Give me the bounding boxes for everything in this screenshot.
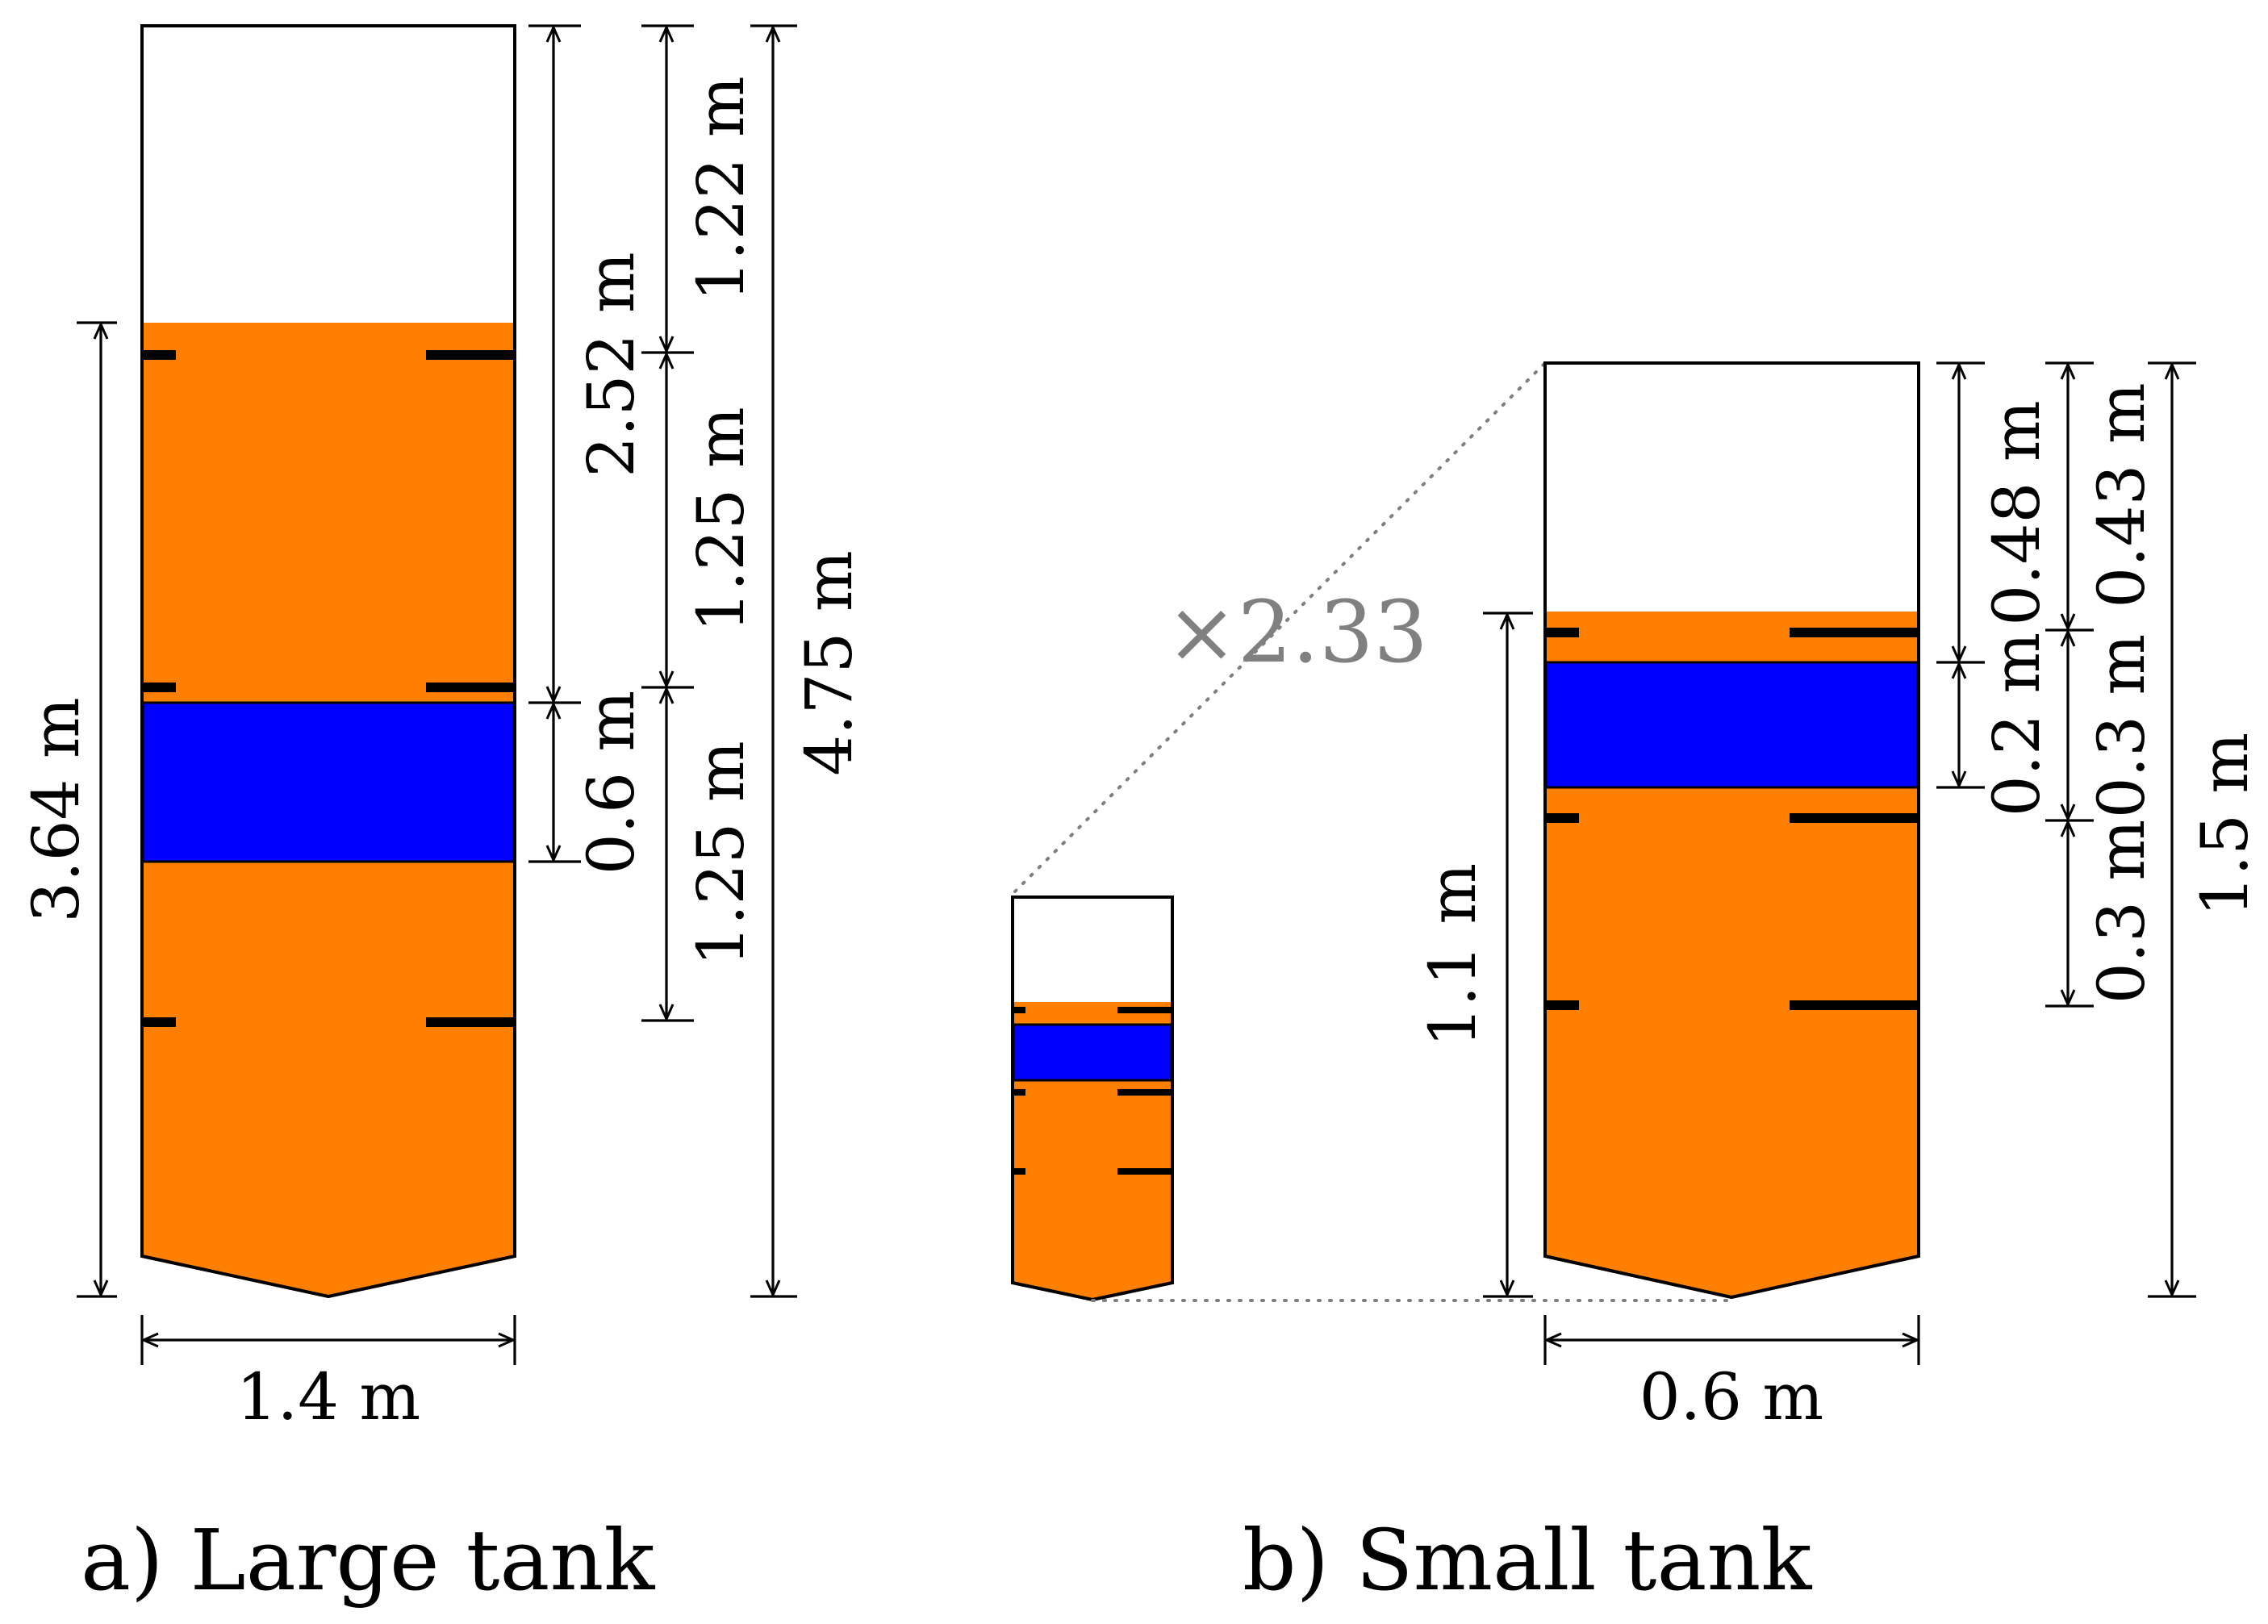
large-dim-layer-thickness: 0.6 m: [528, 691, 649, 875]
sensor-mark: [1545, 1000, 1579, 1010]
small-dim-sensor-spacing: 0.43 m 0.3 m 0.3 m: [2045, 361, 2159, 1008]
magnification-guides: ×2.33: [1013, 361, 1728, 1302]
large-upper-gap-label: 1.25 m: [683, 407, 758, 632]
small-dim-layer: 0.48 m 0.2 m: [1936, 361, 2054, 817]
large-dim-sensor-spacing: 1.22 m 1.25 m 1.25 m: [641, 24, 758, 1022]
small-fill-height-label: 1.1 m: [1415, 863, 1490, 1048]
sensor-mark: [1013, 1007, 1025, 1013]
large-headspace-label: 1.22 m: [683, 76, 758, 301]
small-dim-width: 0.6 m: [1543, 1315, 1920, 1434]
sensor-mark: [142, 350, 176, 360]
small-layer-depth-label: 0.48 m: [1979, 400, 2054, 625]
large-total-height-label: 4.75 m: [792, 550, 867, 775]
small-tank: 1.1 m 0.6 m 0.48 m 0.2 m: [1243, 361, 2262, 1609]
small-dim-fill-height: 1.1 m: [1415, 612, 1533, 1298]
sensor-mark: [142, 1017, 176, 1027]
mini-tank-outline: [1011, 895, 1174, 1302]
sensor-mark: [1013, 1089, 1025, 1096]
small-lower-gap-label: 0.3 m: [2084, 820, 2159, 1004]
scale-factor-label: ×2.33: [1166, 582, 1428, 682]
large-fill-height-label: 3.64 m: [19, 697, 94, 922]
large-tank-outline: [140, 24, 516, 1299]
large-layer-depth-label: 2.52 m: [574, 252, 649, 477]
large-tank-blue-layer: [141, 701, 516, 863]
sensor-mark: [426, 350, 515, 360]
sensor-mark: [1117, 1089, 1172, 1096]
large-tank-sensors: [142, 350, 515, 1027]
large-layer-thickness-label: 0.6 m: [574, 691, 649, 875]
sensor-mark: [1013, 1168, 1025, 1175]
small-dim-total-height: 1.5 m: [2148, 361, 2262, 1298]
sensor-mark: [1790, 628, 1919, 637]
small-layer-thickness-label: 0.2 m: [1979, 632, 2054, 817]
sensor-mark: [426, 683, 515, 692]
large-tank: 3.64 m 1.4 m 2.52 m 0.6 m: [19, 24, 867, 1609]
mini-tank-sensors: [1013, 1007, 1172, 1175]
large-dim-total-height: 4.75 m: [750, 24, 867, 1298]
sensor-mark: [142, 683, 176, 692]
large-dim-fill-height: 3.64 m: [19, 321, 117, 1298]
sensor-mark: [1117, 1007, 1172, 1013]
sensor-mark: [1790, 813, 1919, 823]
mini-tank-blue-layer: [1012, 1023, 1173, 1082]
small-tank-outline: [1543, 361, 1920, 1300]
large-dim-width: 1.4 m: [140, 1315, 516, 1434]
small-tank-caption: b) Small tank: [1243, 1511, 1812, 1609]
small-upper-gap-label: 0.3 m: [2084, 634, 2159, 819]
large-tank-caption: a) Large tank: [81, 1511, 655, 1609]
small-tank-miniature: [1011, 895, 1174, 1302]
sensor-mark: [1790, 1000, 1919, 1010]
small-tank-sensors: [1545, 628, 1919, 1010]
sensor-mark: [1545, 628, 1579, 637]
large-width-label: 1.4 m: [236, 1359, 421, 1434]
sensor-mark: [1545, 813, 1579, 823]
small-width-label: 0.6 m: [1639, 1359, 1824, 1434]
large-lower-gap-label: 1.25 m: [683, 741, 758, 966]
small-total-height-label: 1.5 m: [2187, 733, 2262, 917]
sensor-mark: [1117, 1168, 1172, 1175]
sensor-mark: [426, 1017, 515, 1027]
small-headspace-label: 0.43 m: [2084, 382, 2159, 607]
large-dim-layer-depth: 2.52 m: [528, 24, 649, 704]
small-tank-blue-layer: [1544, 661, 1919, 789]
